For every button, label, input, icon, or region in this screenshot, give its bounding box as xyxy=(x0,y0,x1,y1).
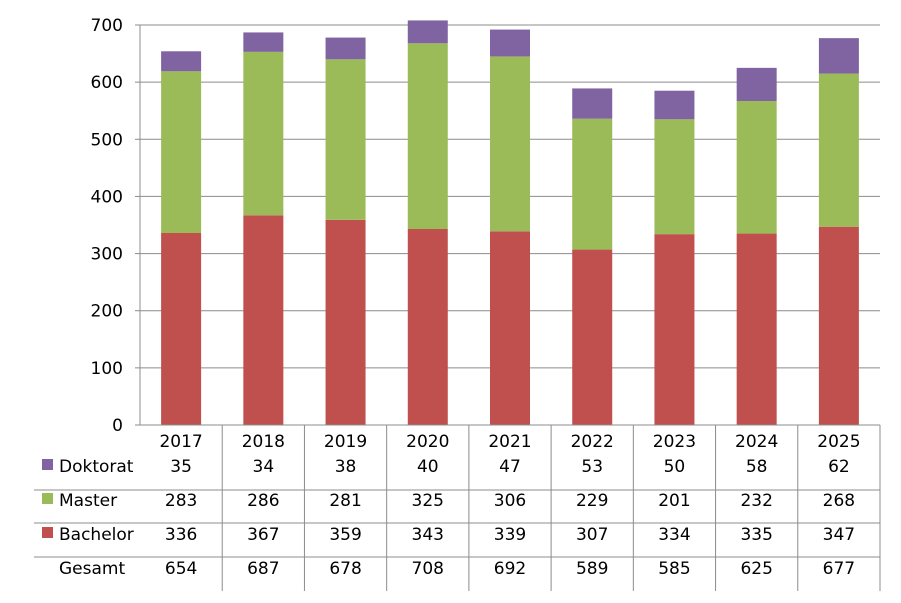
legend-key-master xyxy=(42,493,53,504)
bar-doktorat xyxy=(654,90,695,120)
bar-bachelor xyxy=(736,233,777,425)
x-category-label: 2022 xyxy=(571,432,614,452)
table-cell-total: 677 xyxy=(823,559,855,579)
bar-doktorat xyxy=(243,32,284,52)
bar-bachelor xyxy=(243,215,284,425)
y-tick-label: 600 xyxy=(91,73,123,93)
table-cell-total: 589 xyxy=(576,559,608,579)
y-tick-label: 700 xyxy=(91,16,123,36)
bar-bachelor xyxy=(572,249,613,425)
table-cell: 286 xyxy=(247,491,279,511)
table-cell-total: 687 xyxy=(247,559,279,579)
table-cell-total: 678 xyxy=(329,559,361,579)
table-cell: 34 xyxy=(253,457,275,477)
bar-doktorat xyxy=(572,88,613,119)
x-category-label: 2017 xyxy=(159,432,202,452)
bar-master xyxy=(407,43,448,230)
table-cell: 201 xyxy=(658,491,690,511)
table-cell: 307 xyxy=(576,525,608,545)
x-category-label: 2019 xyxy=(324,432,367,452)
table-cell: 53 xyxy=(581,457,603,477)
table-cell: 47 xyxy=(499,457,521,477)
x-category-label: 2024 xyxy=(735,432,778,452)
x-category-label: 2021 xyxy=(488,432,531,452)
table-row-label: Master xyxy=(59,491,117,511)
y-tick-label: 100 xyxy=(91,359,123,379)
x-category-label: 2023 xyxy=(653,432,696,452)
table-cell: 58 xyxy=(746,457,768,477)
x-category-label: 2018 xyxy=(242,432,285,452)
table-row-label: Bachelor xyxy=(59,525,134,545)
bar-doktorat xyxy=(325,37,366,60)
table-cell: 268 xyxy=(823,491,855,511)
bar-doktorat xyxy=(490,29,530,57)
y-tick-label: 300 xyxy=(91,245,123,265)
legend-key-bachelor xyxy=(42,527,53,538)
bar-bachelor xyxy=(654,234,695,425)
table-cell-total: 654 xyxy=(165,559,197,579)
bar-master xyxy=(572,118,613,250)
table-cell: 38 xyxy=(335,457,357,477)
table-cell-total: 625 xyxy=(740,559,772,579)
y-tick-label: 200 xyxy=(91,302,123,322)
legend-key-doktorat xyxy=(42,459,53,470)
table-cell: 306 xyxy=(494,491,526,511)
bar-doktorat xyxy=(736,67,777,101)
table-cell: 62 xyxy=(828,457,850,477)
table-cell: 335 xyxy=(740,525,772,545)
y-tick-label: 400 xyxy=(91,187,123,207)
table-cell: 325 xyxy=(412,491,444,511)
table-cell: 334 xyxy=(658,525,690,545)
bar-master xyxy=(736,101,777,234)
bar-doktorat xyxy=(161,51,202,72)
table-cell: 35 xyxy=(170,457,192,477)
x-category-label: 2020 xyxy=(406,432,449,452)
table-cell: 343 xyxy=(412,525,444,545)
table-row-label-total: Gesamt xyxy=(59,559,125,579)
table-cell: 336 xyxy=(165,525,197,545)
bar-bachelor xyxy=(325,219,366,425)
bar-master xyxy=(490,56,530,232)
bar-master xyxy=(818,73,859,227)
table-cell: 229 xyxy=(576,491,608,511)
table-cell-total: 692 xyxy=(494,559,526,579)
y-tick-label: 500 xyxy=(91,130,123,150)
table-cell: 359 xyxy=(329,525,361,545)
y-tick-label: 0 xyxy=(112,416,123,436)
table-row-label: Doktorat xyxy=(59,457,134,477)
table-cell: 367 xyxy=(247,525,279,545)
table-cell: 50 xyxy=(664,457,686,477)
bar-bachelor xyxy=(161,233,202,425)
table-cell: 40 xyxy=(417,457,439,477)
x-category-label: 2025 xyxy=(817,432,860,452)
bar-master xyxy=(325,59,366,220)
bar-master xyxy=(654,119,695,235)
bar-master xyxy=(243,51,284,216)
table-cell: 339 xyxy=(494,525,526,545)
table-cell: 232 xyxy=(740,491,772,511)
table-cell-total: 585 xyxy=(658,559,690,579)
bar-doktorat xyxy=(407,20,448,44)
table-cell: 283 xyxy=(165,491,197,511)
bar-bachelor xyxy=(490,231,530,425)
table-cell: 347 xyxy=(823,525,855,545)
bar-bachelor xyxy=(407,229,448,425)
bar-doktorat xyxy=(818,38,859,74)
table-cell: 281 xyxy=(329,491,361,511)
bar-master xyxy=(161,71,202,234)
bar-bachelor xyxy=(818,226,859,425)
table-cell-total: 708 xyxy=(412,559,444,579)
